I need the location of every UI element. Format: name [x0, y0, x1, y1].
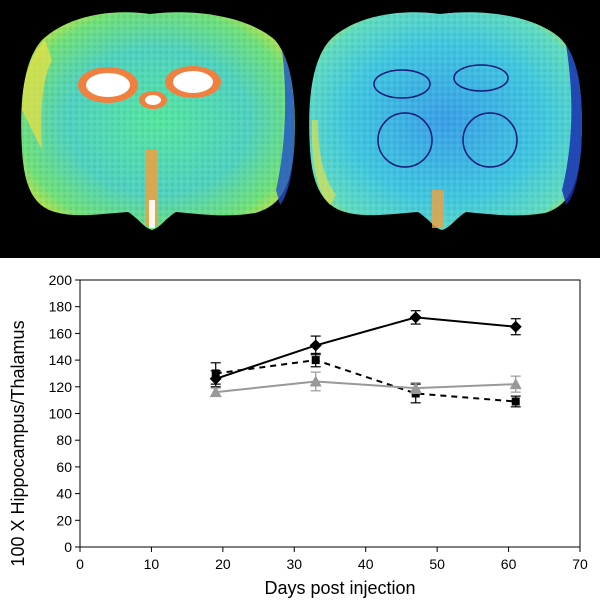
- data-point-square: [311, 356, 320, 365]
- y-tick-label: 180: [49, 299, 73, 315]
- x-axis-title: Days post injection: [264, 578, 415, 598]
- series-line-square: [215, 359, 516, 403]
- line-chart: 100 X Hippocampus/Thalamus Days post inj…: [8, 272, 588, 598]
- y-tick-label: 80: [56, 432, 72, 448]
- y-tick-label: 100: [49, 406, 73, 422]
- data-point-triangle: [509, 378, 522, 390]
- y-tick-label: 60: [56, 459, 72, 475]
- brain-image-panel: [0, 0, 600, 258]
- x-tick-label: 0: [76, 556, 84, 572]
- y-tick-label: 140: [49, 352, 73, 368]
- x-tick-label: 60: [501, 556, 517, 572]
- y-axis-title: 100 X Hippocampus/Thalamus: [8, 320, 28, 566]
- x-tick-label: 50: [429, 556, 445, 572]
- data-point-square: [211, 369, 220, 378]
- x-tick-label: 70: [572, 556, 588, 572]
- brain-scans-figure: [21, 12, 582, 231]
- right-brain-scan: [309, 12, 582, 231]
- data-point-diamond: [309, 339, 322, 352]
- y-tick-label: 200: [49, 272, 73, 288]
- y-tick-label: 120: [49, 379, 73, 395]
- series-line-diamond: [215, 316, 516, 380]
- data-point-triangle: [409, 382, 422, 394]
- data-point-triangle: [309, 375, 322, 387]
- x-tick-label: 40: [358, 556, 374, 572]
- x-tick-label: 30: [286, 556, 302, 572]
- y-tick-label: 0: [64, 539, 72, 555]
- chart-panel: 100 X Hippocampus/Thalamus Days post inj…: [0, 258, 600, 601]
- data-point-diamond: [409, 311, 422, 324]
- data-point-diamond: [509, 320, 522, 333]
- series-line-triangle: [215, 380, 516, 394]
- plot-frame: [79, 279, 581, 548]
- y-tick-label: 20: [56, 512, 72, 528]
- x-tick-label: 20: [215, 556, 231, 572]
- y-tick-label: 160: [49, 325, 73, 341]
- data-point-triangle: [209, 386, 222, 398]
- y-tick-label: 40: [56, 486, 72, 502]
- data-point-square: [511, 397, 520, 406]
- left-brain-scan: [21, 12, 295, 231]
- x-tick-label: 10: [144, 556, 160, 572]
